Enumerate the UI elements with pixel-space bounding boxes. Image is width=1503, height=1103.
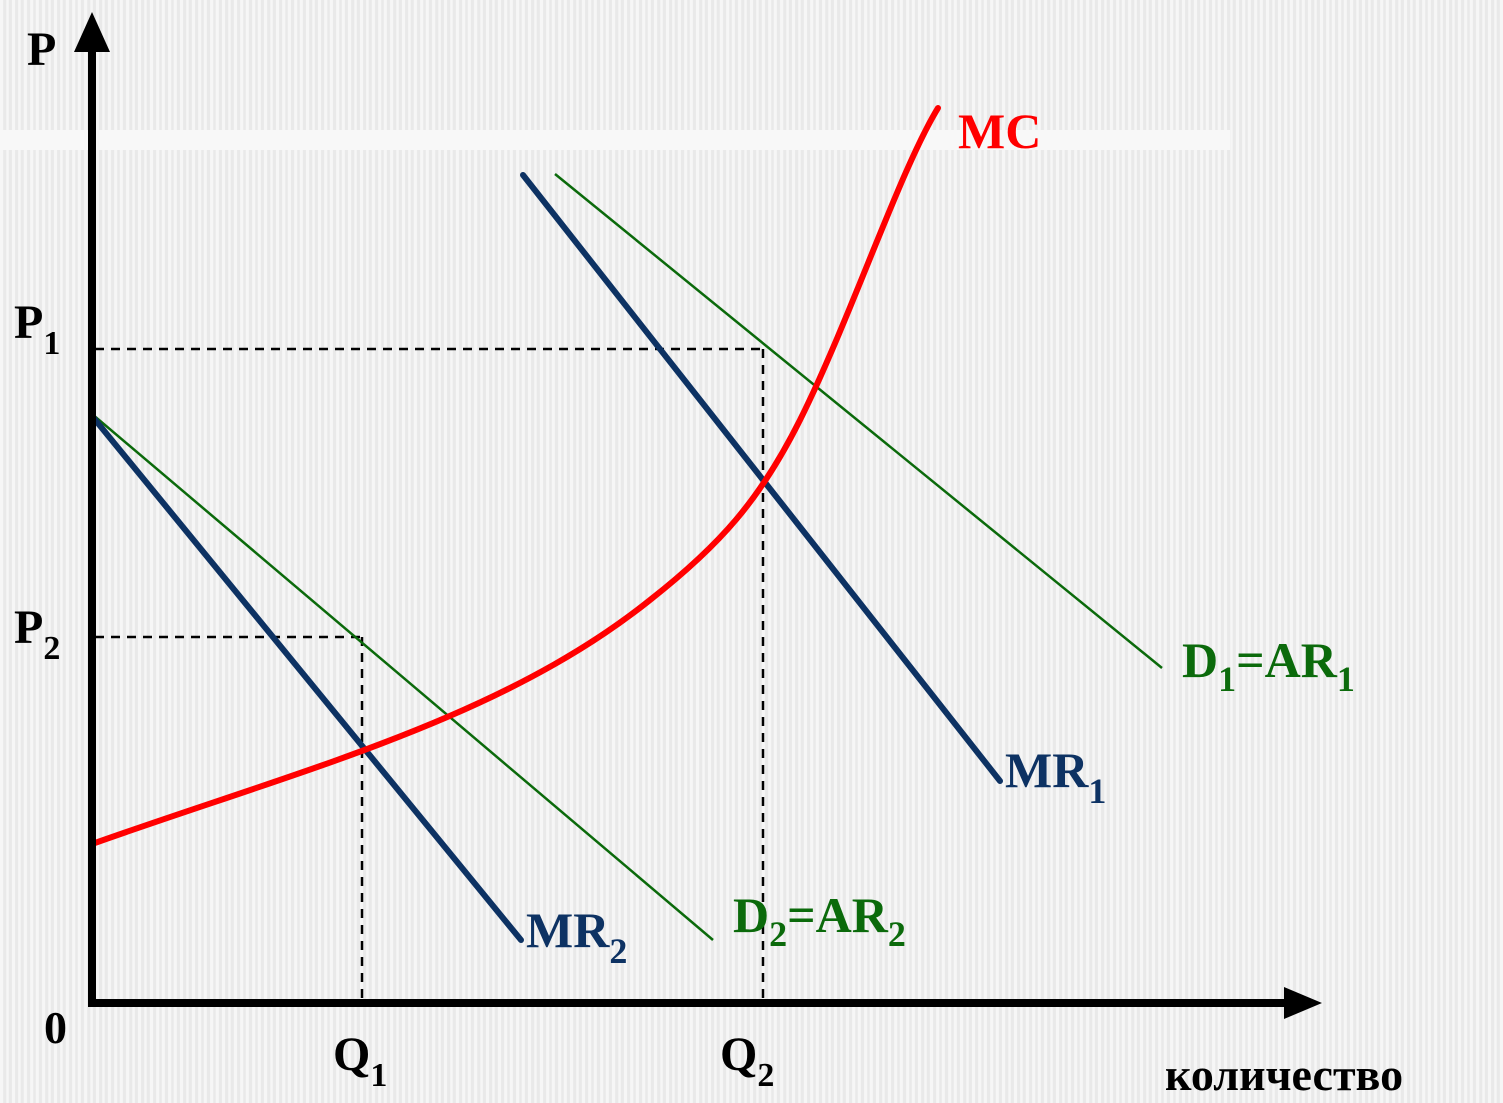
y-axis-label: P [27,23,56,76]
p1-label: P1 [14,296,60,362]
mc-label: MC [958,103,1041,159]
axes [74,12,1322,1019]
q2-label: Q2 [720,1028,774,1094]
d2-curve [91,413,714,941]
mr2-curve [89,413,524,943]
mc-curve [89,105,941,847]
mr1-curve [520,172,1003,784]
q1-label: Q1 [333,1028,387,1094]
d2-label: D2=AR2 [733,887,906,954]
mr2-label: MR2 [526,902,627,971]
origin-label: 0 [44,1002,67,1053]
d1-label: D1=AR1 [1182,632,1355,699]
d1-curve [554,173,1163,669]
p2-label: P2 [14,601,60,667]
guide-lines [95,347,765,1000]
x-axis-label: количество [1165,1049,1403,1098]
mr1-label: MR1 [1005,742,1106,811]
y-axis-arrowhead [74,12,110,52]
background-band [0,130,1230,150]
x-axis-arrowhead [1284,987,1322,1019]
